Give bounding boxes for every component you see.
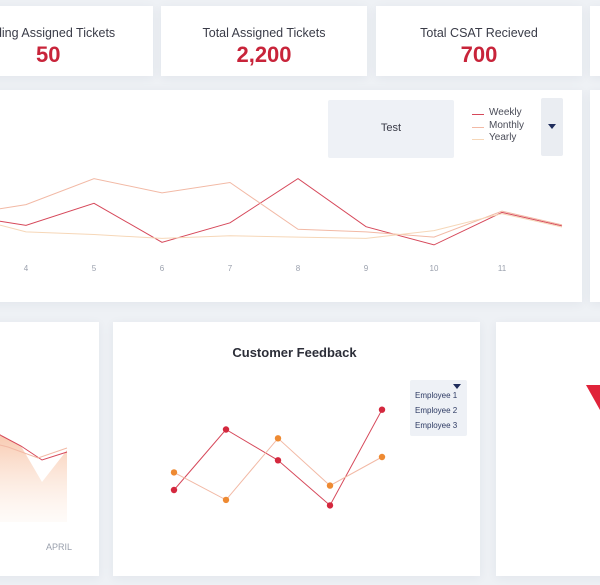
data-point-employee-1[interactable] [326,502,334,509]
data-point-employee-1[interactable] [222,426,230,433]
x-tick-label: 5 [91,264,97,273]
period-dropdown[interactable] [541,98,563,156]
stat-label: Total CSAT Recieved [420,26,538,40]
data-point-employee-1[interactable] [378,406,386,413]
area-chart-card: APRIL [0,322,99,576]
data-point-employee-2[interactable] [170,469,178,476]
chevron-down-icon [548,124,556,129]
trend-chart-card: Test Weekly Monthly Yearly 4 5 6 7 8 9 10 11 [0,90,582,302]
feedback-scatter-chart [170,406,386,509]
stat-card-total-assigned: Total Assigned Tickets 2,200 [161,6,367,76]
test-select-value: Test [380,122,402,134]
legend-swatch-yearly [472,139,484,140]
x-tick-label: 4 [23,264,29,273]
area-line-red [0,434,68,461]
x-tick-label: 10 [429,264,439,273]
card-title: Customer Feedback [232,345,357,360]
employee-option-3[interactable]: Employee 3 [415,421,458,430]
x-axis-label: APRIL [46,542,73,552]
logo-shape [586,385,600,410]
data-point-employee-2[interactable] [378,453,386,461]
stat-value: 700 [460,42,498,67]
data-point-employee-2[interactable] [274,435,282,442]
legend-item-weekly[interactable]: Weekly [489,107,522,118]
x-tick-label: 6 [159,264,165,273]
series-line-monthly [0,178,563,238]
x-tick-label: 7 [227,264,233,273]
stat-label: nding Assigned Tickets [0,26,116,40]
stat-card-total-csat: Total CSAT Recieved 700 [376,6,582,76]
employee-dropdown[interactable]: Employee 1 Employee 2 Employee 3 [410,380,467,436]
legend-item-monthly[interactable]: Monthly [489,120,525,131]
x-tick-label: 11 [497,264,507,273]
stat-value: 2,200 [236,42,292,67]
data-point-employee-1[interactable] [274,457,282,464]
area-line-peach [0,444,68,459]
data-point-employee-1[interactable] [170,486,178,494]
employee-option-1[interactable]: Employee 1 [415,391,458,400]
data-point-employee-2[interactable] [326,482,334,489]
x-tick-label: 9 [363,264,369,273]
chevron-down-icon [453,384,461,389]
stat-card-pending: nding Assigned Tickets 50 [0,6,153,76]
legend-swatch-weekly [472,114,484,115]
x-tick-label: 8 [295,264,301,273]
data-point-employee-2[interactable] [222,496,230,504]
stat-card-partial [590,6,600,76]
employee-option-2[interactable]: Employee 2 [415,406,458,415]
trend-line-chart [0,177,563,246]
customer-feedback-card: Customer Feedback Employee 1 Employee 2 … [113,322,480,576]
feedback-line-2 [173,437,383,501]
side-panel-partial [590,90,600,302]
series-line-yearly [0,213,563,239]
legend-item-yearly[interactable]: Yearly [489,132,517,143]
right-card-partial [496,322,600,576]
area-chart [0,434,68,522]
stat-label: Total Assigned Tickets [202,26,326,40]
area-fill [0,434,67,522]
legend-swatch-monthly [472,127,484,128]
brand-logo-fragment [586,385,600,410]
series-line-weekly [0,177,563,246]
stat-value: 50 [36,42,61,67]
test-select[interactable]: Test [328,100,454,158]
